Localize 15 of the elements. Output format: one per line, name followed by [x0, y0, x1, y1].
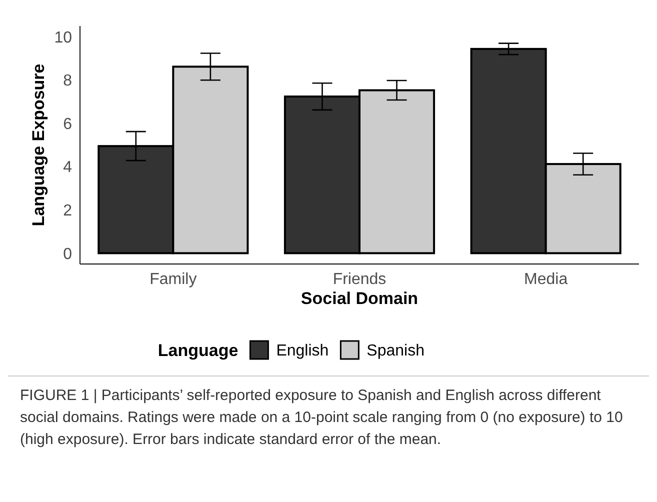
y-tick-label: 10: [54, 29, 72, 46]
legend-label: English: [276, 342, 329, 360]
y-axis-title: Language Exposure: [29, 64, 48, 226]
x-tick-label: Friends: [332, 271, 386, 288]
y-tick-label: 8: [63, 72, 72, 90]
legend-title: Language: [158, 340, 238, 360]
y-tick-label: 2: [63, 202, 72, 220]
y-tick-label: 6: [63, 116, 72, 133]
y-tick-label: 4: [63, 159, 72, 176]
caption: FIGURE 1 | Participants’ self-reported exposure to Spanish and English across different social domains. Ratings were made on a 10-point scale ranging from 0 (no exposure) to 10 (high exposure). Error bars indicate standard error of the mean.: [20, 387, 623, 448]
legend-label: Spanish: [366, 342, 425, 360]
x-tick-label: Family: [150, 271, 197, 288]
y-tick-label: 0: [63, 246, 72, 263]
x-tick-label: Media: [524, 271, 568, 288]
x-axis-title: Social Domain: [300, 289, 418, 308]
